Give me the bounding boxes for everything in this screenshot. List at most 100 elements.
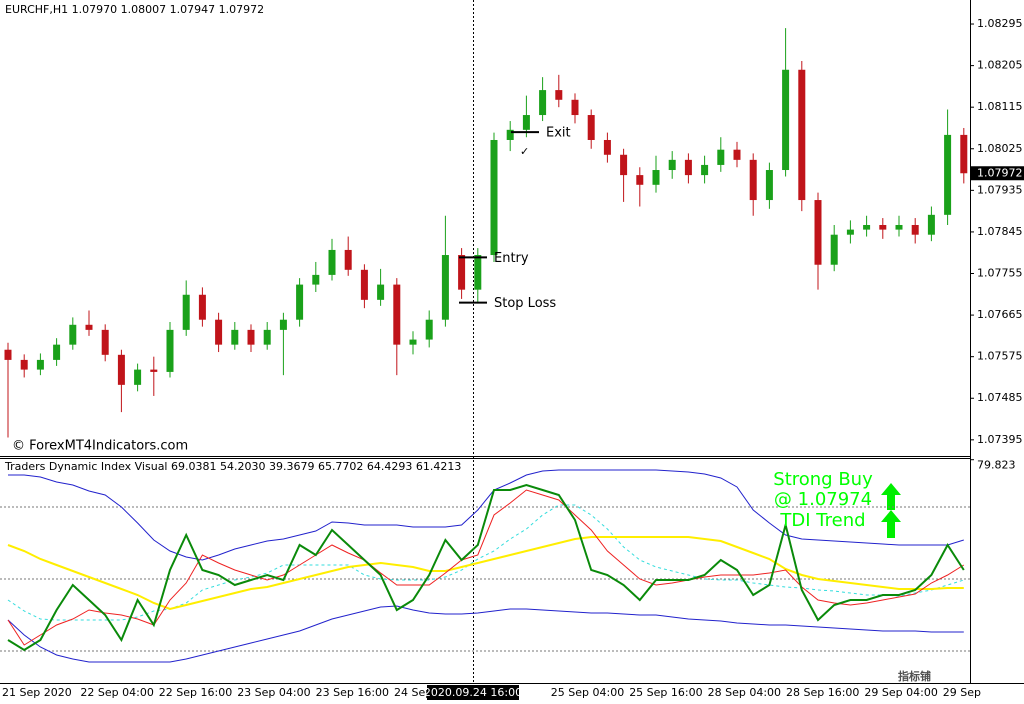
trade-label: Stop Loss <box>494 296 556 311</box>
signal-text: TDI Trend <box>779 510 865 531</box>
y-tick-label: 1.07845 <box>977 225 1023 238</box>
candle-body <box>134 369 142 385</box>
indicator-line <box>7 536 964 611</box>
candle-body <box>782 69 790 171</box>
y-tick-label: 79.823 <box>977 459 1016 472</box>
candle-body <box>927 214 935 235</box>
candle-body <box>895 224 903 230</box>
candle-body <box>506 129 514 140</box>
x-tick-label: 29 Sep 04:00 <box>864 686 937 699</box>
candle-body <box>684 159 692 176</box>
indicator-line <box>7 489 965 646</box>
arrow-up <box>881 510 901 538</box>
candle-body <box>231 329 239 345</box>
candle-body <box>36 359 44 370</box>
y-tick-label: 1.07755 <box>977 267 1023 280</box>
candle-body <box>20 359 28 370</box>
y-tick-label: 1.08115 <box>977 100 1023 113</box>
x-tick-label: 25 Sep 16:00 <box>629 686 702 699</box>
y-tick-label: 1.07935 <box>977 183 1023 196</box>
candle-body <box>620 154 628 176</box>
candle-body <box>69 324 77 345</box>
candle-body <box>215 319 223 345</box>
candle-body <box>393 284 401 345</box>
y-tick-label: 1.07575 <box>977 350 1023 363</box>
indicator-line <box>7 605 964 663</box>
candle-body <box>85 324 93 330</box>
x-tick-label: 22 Sep 04:00 <box>80 686 153 699</box>
candle-body <box>944 134 952 215</box>
candle-body <box>555 90 563 100</box>
candle-body <box>53 344 61 360</box>
candle-body <box>571 99 579 116</box>
crosshair-label: 2020.09.24 16:00 <box>424 686 522 699</box>
watermark-cn: 指标铺 <box>898 669 931 683</box>
candle-body <box>814 200 822 265</box>
y-tick-label: 1.07395 <box>977 433 1023 446</box>
y-tick-label: 1.07485 <box>977 391 1023 404</box>
candle-body <box>328 249 336 275</box>
candle-body <box>150 369 158 372</box>
candle-body <box>4 349 12 360</box>
candle-body <box>863 224 871 230</box>
candle-body <box>717 149 725 165</box>
signal-text: Strong Buy <box>773 469 873 490</box>
candle-body <box>733 149 741 160</box>
indicator-line <box>8 469 964 561</box>
candle-body <box>409 339 417 345</box>
candle-body <box>117 354 125 385</box>
candle-body <box>636 175 644 185</box>
x-tick-label: 28 Sep 04:00 <box>708 686 781 699</box>
candle-body <box>911 224 919 235</box>
candle-body <box>798 69 806 201</box>
candle-body <box>846 229 854 235</box>
candle-body <box>101 329 109 355</box>
candle-body <box>247 329 255 345</box>
crosshair-label-box <box>427 685 519 700</box>
last-price-box <box>971 166 1024 181</box>
candle-body <box>344 249 352 270</box>
last-price-label: 1.07972 <box>977 166 1023 179</box>
candle-body <box>765 170 773 201</box>
candle-body <box>425 319 433 340</box>
candle-body <box>166 329 174 372</box>
chart-title: EURCHF,H1 1.07970 1.08007 1.07947 1.0797… <box>5 3 264 16</box>
candle-body <box>879 224 887 230</box>
candle-body <box>474 255 482 290</box>
y-tick-label: 1.08295 <box>977 17 1023 30</box>
arrow-up <box>881 483 901 510</box>
candle-body <box>603 139 611 155</box>
x-tick-label: 22 Sep 16:00 <box>159 686 232 699</box>
candle-body <box>377 284 385 300</box>
candle-body <box>441 255 449 320</box>
watermark: © ForexMT4Indicators.com <box>12 439 188 454</box>
candle-body <box>360 269 368 300</box>
candle-body <box>587 115 595 140</box>
candle-body <box>701 164 709 176</box>
y-tick-label: 1.08205 <box>977 59 1023 72</box>
candle-body <box>458 255 466 290</box>
candle-body <box>279 319 287 330</box>
x-tick-label: 23 Sep 16:00 <box>316 686 389 699</box>
trade-label: Entry <box>494 251 529 266</box>
candle-body <box>830 234 838 265</box>
price-panel: Entry Stop Loss Exit <box>4 28 968 438</box>
candle-body <box>960 134 968 174</box>
candle-body <box>263 329 271 345</box>
candle-body <box>522 115 530 130</box>
indicator-line <box>7 483 965 652</box>
candle-body <box>490 139 498 256</box>
candle-body <box>312 274 320 285</box>
trade-label: Exit <box>546 126 571 141</box>
candle-body <box>749 159 757 201</box>
check-mark: ✓ <box>520 145 529 158</box>
candle-body <box>296 284 304 320</box>
signal-text: @ 1.07974 <box>774 489 872 510</box>
candle-body <box>182 294 190 330</box>
axes: 1.07395 1.07485 1.07575 1.07665 1.07755 1.078… <box>2 17 1024 699</box>
x-tick-label: 24 Sep <box>394 686 432 699</box>
candle-body <box>652 170 660 185</box>
